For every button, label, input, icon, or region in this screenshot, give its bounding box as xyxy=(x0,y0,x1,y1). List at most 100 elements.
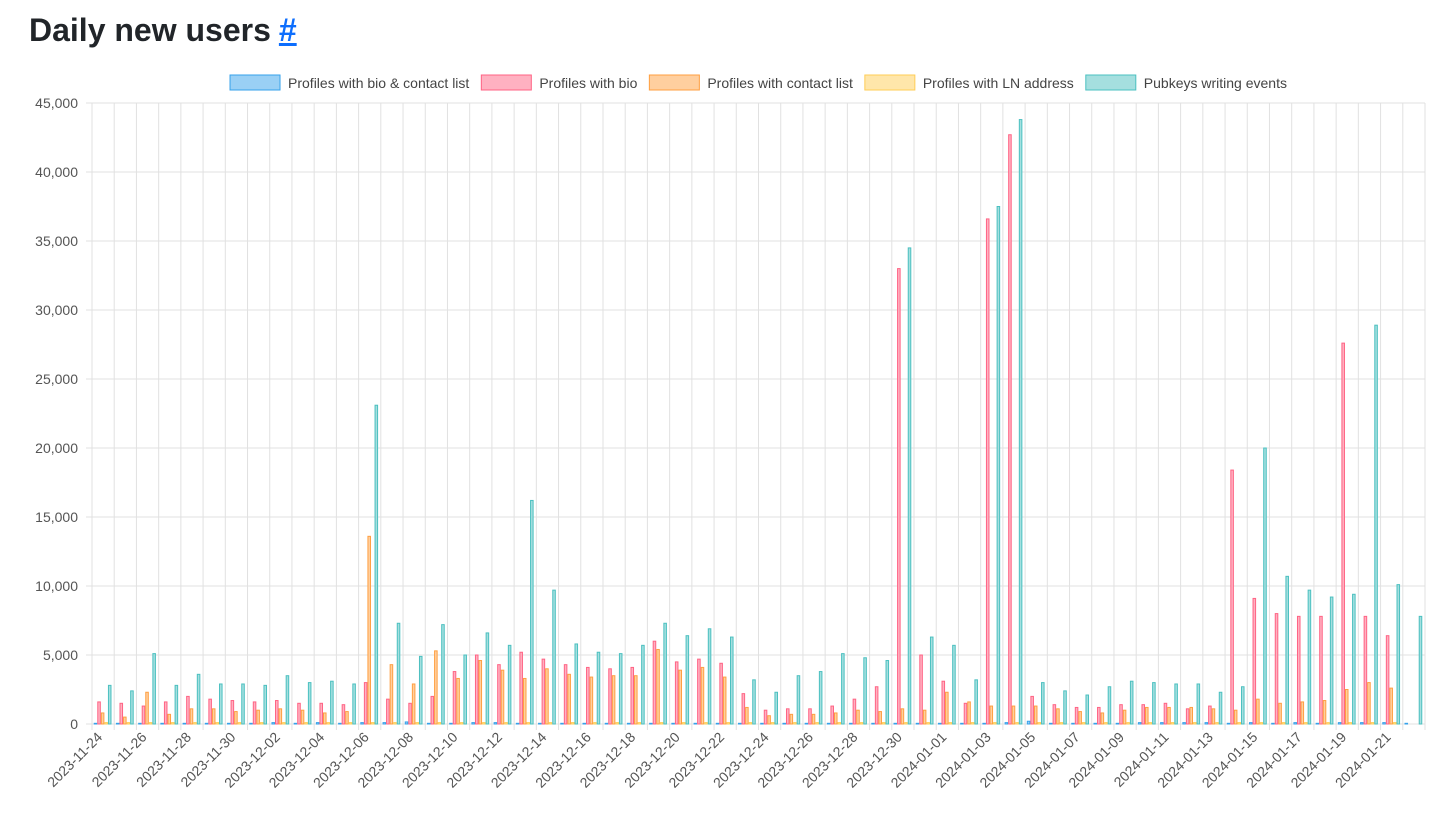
bar xyxy=(160,722,164,725)
bar xyxy=(404,721,409,725)
bar xyxy=(478,660,483,725)
bar xyxy=(1081,722,1086,725)
bar xyxy=(1152,682,1156,725)
bar xyxy=(449,722,453,725)
bar xyxy=(804,722,809,725)
legend-label: Pubkeys writing events xyxy=(1144,75,1287,91)
bar xyxy=(249,722,253,725)
bar xyxy=(685,635,690,725)
bar xyxy=(1104,722,1108,725)
bar xyxy=(1078,711,1082,725)
bar xyxy=(993,722,997,725)
bar xyxy=(1059,722,1064,725)
bar xyxy=(885,660,890,725)
bar xyxy=(715,722,720,725)
bar xyxy=(507,644,512,725)
y-tick-label: 0 xyxy=(70,716,78,732)
bar xyxy=(367,535,371,725)
title-anchor-link[interactable]: # xyxy=(278,12,297,48)
bar xyxy=(1352,593,1356,725)
bar xyxy=(1137,722,1142,725)
bar xyxy=(1211,708,1216,725)
bar xyxy=(974,679,978,725)
bar xyxy=(374,404,379,725)
bar xyxy=(1145,706,1149,725)
bar xyxy=(1293,722,1297,725)
bar xyxy=(1093,722,1098,725)
bar xyxy=(1182,722,1186,725)
bar xyxy=(560,722,564,725)
bar xyxy=(430,695,435,725)
legend-label: Profiles with LN address xyxy=(923,75,1074,91)
bar xyxy=(1063,690,1067,725)
bar xyxy=(1033,705,1038,725)
bar xyxy=(926,722,930,725)
bar xyxy=(1281,722,1286,725)
bar xyxy=(697,658,701,725)
bar xyxy=(130,690,134,725)
bar xyxy=(582,722,587,725)
bar xyxy=(1304,722,1308,725)
bar xyxy=(893,722,898,725)
bar xyxy=(211,708,216,725)
bar xyxy=(1018,119,1023,725)
bar xyxy=(1363,615,1368,725)
bar xyxy=(259,722,264,725)
bar xyxy=(793,722,797,725)
bar xyxy=(1049,722,1053,725)
bar xyxy=(138,722,142,725)
bar xyxy=(441,624,445,725)
bar xyxy=(970,722,975,725)
bar xyxy=(1374,324,1378,725)
bar xyxy=(237,722,242,725)
bar xyxy=(726,722,731,725)
bar xyxy=(1037,722,1042,725)
bar xyxy=(1348,722,1353,725)
bar xyxy=(504,722,508,725)
bar xyxy=(545,668,549,725)
bar xyxy=(593,722,597,725)
y-tick-label: 30,000 xyxy=(35,302,78,318)
bar xyxy=(841,653,845,725)
bar xyxy=(1126,722,1130,725)
bar xyxy=(115,722,120,725)
bar xyxy=(563,664,568,725)
bar xyxy=(100,712,105,725)
bar xyxy=(626,722,631,725)
bar xyxy=(1315,722,1320,725)
bar xyxy=(963,702,968,725)
bar xyxy=(396,622,401,725)
bar xyxy=(152,653,156,725)
bar xyxy=(1204,722,1209,725)
bar xyxy=(996,206,1001,725)
bar xyxy=(293,722,298,725)
bar xyxy=(730,636,734,725)
bar xyxy=(852,698,857,725)
bar xyxy=(319,702,323,725)
bar xyxy=(307,682,312,725)
bar xyxy=(1074,706,1079,725)
bar xyxy=(707,628,712,725)
bar xyxy=(1085,694,1090,725)
bar xyxy=(1278,702,1282,725)
bar xyxy=(1385,635,1390,725)
bar xyxy=(1285,575,1289,725)
bar xyxy=(770,722,775,725)
bar xyxy=(1122,709,1127,725)
bar xyxy=(952,644,956,725)
bar xyxy=(796,675,801,725)
bar xyxy=(382,722,387,725)
legend-label: Profiles with bio & contact list xyxy=(288,75,469,91)
bar xyxy=(1100,712,1105,725)
bar xyxy=(522,677,527,725)
bar xyxy=(459,722,464,725)
bar xyxy=(123,716,127,725)
bar xyxy=(275,700,279,725)
bar xyxy=(1015,722,1019,725)
bar xyxy=(1041,682,1045,725)
bar xyxy=(1263,447,1267,725)
bar xyxy=(182,722,187,725)
bar xyxy=(960,722,964,725)
bar xyxy=(304,722,308,725)
bar xyxy=(671,722,675,725)
